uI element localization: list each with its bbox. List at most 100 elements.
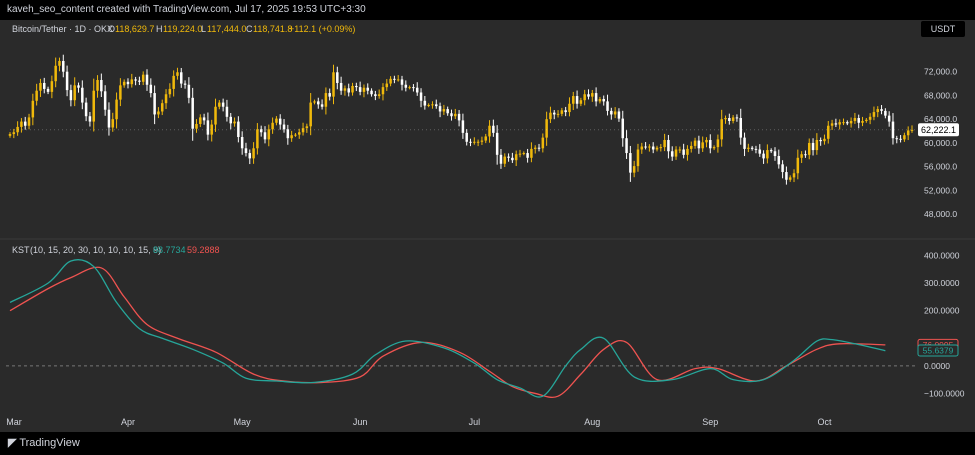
candle-body	[906, 130, 910, 136]
candle-body	[23, 121, 27, 126]
kst-badge-label: 55.6379	[923, 346, 954, 356]
candle-body	[747, 147, 750, 149]
candle-body	[811, 142, 815, 151]
candle-body	[853, 118, 857, 121]
time-axis[interactable]: Mar Apr May Jun Jul Aug Sep Oct	[6, 417, 832, 427]
candle-body	[259, 129, 263, 133]
candle-body	[750, 147, 754, 149]
candle-body	[164, 94, 168, 104]
candle-body	[796, 157, 800, 174]
candle-body	[739, 118, 742, 138]
candle-body	[294, 134, 297, 136]
candle-body	[271, 122, 274, 130]
time-tick-label-7: Oct	[817, 417, 832, 427]
candle-body	[621, 118, 625, 139]
candle-body	[77, 85, 80, 88]
time-tick-label-0: Mar	[6, 417, 22, 427]
candle-body	[514, 154, 518, 161]
currency-badge[interactable]: USDT	[921, 21, 965, 37]
chart-area[interactable]: 72,000.0 68,000.0 64,000.0 60,000.0 56,000.0…	[0, 20, 975, 432]
candle-body	[8, 134, 12, 136]
kst-tick-label-3: 0.0000	[924, 361, 950, 371]
candle-body	[712, 147, 716, 149]
candle-body	[50, 81, 54, 92]
candle-body	[404, 84, 408, 88]
candle-body	[176, 72, 179, 76]
candle-body	[225, 106, 229, 117]
candle-body	[435, 104, 438, 107]
price-tick-label-0: 72,000.0	[924, 67, 957, 77]
kst-badge: 55.6379	[917, 344, 959, 357]
candle-body	[187, 84, 191, 98]
candle-body	[377, 94, 381, 97]
candle-body	[412, 87, 415, 89]
candle-body	[499, 154, 503, 164]
candle-body	[301, 128, 305, 133]
ohlc-high-label: H	[156, 24, 163, 34]
ohlc-close: 118,741.8	[253, 24, 292, 34]
price-tick-label-5: 52,000.0	[924, 185, 957, 195]
time-tick-label-5: Aug	[584, 417, 600, 427]
candle-body	[891, 121, 895, 139]
candle-body	[180, 72, 183, 84]
top-caption: kaveh_seo_content created with TradingVi…	[7, 4, 366, 15]
candle-body	[12, 132, 16, 135]
price-axis: 72,000.0 68,000.0 64,000.0 60,000.0 56,000.0…	[924, 67, 957, 220]
candle-body	[141, 74, 145, 82]
candle-body	[880, 109, 883, 111]
candle-body	[317, 101, 320, 105]
candle-body	[202, 117, 206, 121]
candle-body	[20, 121, 23, 127]
candle-body	[686, 148, 689, 155]
candle-body	[438, 106, 442, 112]
candle-body	[598, 99, 602, 102]
candle-body	[313, 101, 316, 103]
candle-body	[807, 142, 811, 155]
candle-body	[191, 97, 194, 129]
candle-body	[358, 87, 362, 92]
ohlc-high: 119,224.0	[163, 24, 202, 34]
candle-body	[343, 88, 347, 91]
chart-svg[interactable]: 72,000.0 68,000.0 64,000.0 60,000.0 56,000.0…	[0, 20, 975, 432]
candle-body	[42, 82, 46, 89]
candle-body	[214, 106, 217, 125]
candle-body	[773, 151, 777, 157]
candle-body	[495, 132, 499, 155]
candle-body	[670, 151, 674, 157]
candle-body	[88, 116, 92, 122]
price-tick-label-2: 64,000.0	[924, 114, 957, 124]
candle-body	[697, 140, 701, 149]
candles[interactable]	[8, 54, 916, 185]
candle-body	[81, 87, 84, 103]
candle-body	[16, 126, 19, 133]
candle-body	[336, 72, 339, 83]
candle-body	[910, 129, 914, 131]
candle-body	[701, 142, 704, 149]
candle-body	[324, 93, 328, 107]
candle-body	[533, 147, 537, 149]
candle-body	[138, 80, 141, 82]
candle-body	[408, 87, 411, 89]
candle-body	[838, 122, 841, 125]
candle-body	[682, 149, 685, 155]
candle-body	[297, 132, 301, 135]
candle-body	[769, 150, 773, 152]
candle-body	[709, 139, 712, 149]
candle-body	[655, 147, 659, 150]
candle-body	[492, 125, 495, 133]
candle-body	[126, 81, 130, 85]
candle-body	[229, 116, 232, 124]
candle-body	[149, 84, 153, 94]
candle-body	[754, 148, 758, 150]
price-tick-label-3: 60,000.0	[924, 138, 957, 148]
candle-body	[788, 177, 792, 180]
candle-body	[252, 148, 255, 159]
candle-body	[659, 147, 663, 149]
time-tick-label-4: Jul	[469, 417, 481, 427]
candle-body	[168, 88, 172, 95]
candle-body	[716, 139, 720, 148]
tradingview-logo-icon: ◤	[8, 437, 17, 449]
candle-body	[103, 91, 107, 110]
candle-body	[290, 135, 293, 139]
candle-body	[244, 148, 248, 154]
